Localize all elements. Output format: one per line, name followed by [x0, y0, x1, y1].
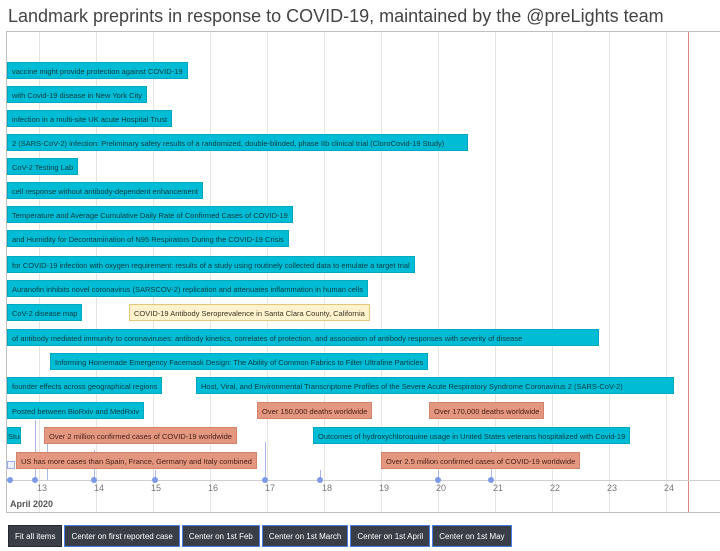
item-stem	[438, 470, 439, 480]
item-dot[interactable]	[91, 477, 97, 483]
item-dot[interactable]	[435, 477, 441, 483]
item-dot[interactable]	[32, 477, 38, 483]
timeline-item[interactable]: for COVID-19 infection with oxygen requi…	[7, 256, 415, 273]
axis-tick-label: 20	[436, 483, 447, 493]
item-stem	[155, 470, 156, 480]
milestone-item[interactable]: US has more cases than Spain, France, Ge…	[16, 452, 257, 469]
milestone-item[interactable]: Over 2 million confirmed cases of COVID-…	[44, 427, 237, 444]
item-point-marker[interactable]	[7, 461, 15, 469]
milestone-item[interactable]: Over 150,000 deaths worldwide	[257, 402, 373, 419]
axis-tick-label: 21	[493, 483, 504, 493]
center-1st-march-button[interactable]: Center on 1st March	[261, 525, 349, 547]
axis-tick-label: 18	[322, 483, 333, 493]
item-dot[interactable]	[7, 477, 13, 483]
axis-tick-label: 23	[607, 483, 618, 493]
timeline-controls: Fit all items Center on first reported c…	[8, 525, 512, 547]
axis-tick-label: 22	[550, 483, 561, 493]
timeline-item[interactable]: Posted between BioRxiv and MedRxiv	[7, 402, 145, 419]
timeline-item[interactable]: infection in a multi-site UK acute Hospi…	[7, 110, 173, 127]
axis-tick-label: 15	[151, 483, 162, 493]
gridline	[609, 32, 610, 512]
item-stem	[35, 420, 36, 480]
gridline	[438, 32, 439, 512]
axis-tick-label: 14	[94, 483, 105, 493]
item-dot[interactable]	[317, 477, 323, 483]
center-1st-may-button[interactable]: Center on 1st May	[432, 525, 512, 547]
item-dot[interactable]	[262, 477, 268, 483]
item-dot[interactable]	[152, 477, 158, 483]
timeline-item[interactable]: Study	[7, 427, 21, 444]
milestone-item[interactable]: Over 170,000 deaths worldwide	[429, 402, 545, 419]
axis-tick-label: 16	[208, 483, 219, 493]
page-title: Landmark preprints in response to COVID-…	[8, 6, 664, 26]
timeline-item[interactable]: Auranofin inhibits novel coronavirus (SA…	[7, 280, 369, 297]
timeline-item[interactable]: founder effects across geographical regi…	[7, 377, 163, 394]
timeline-item[interactable]: Host, Viral, and Environmental Transcrip…	[196, 377, 674, 394]
timeline-item[interactable]: and Humidity for Decontamination of N95 …	[7, 230, 289, 247]
axis-tick-label: 13	[37, 483, 48, 493]
timeline-item[interactable]: with Covid-19 disease in New York City	[7, 86, 148, 103]
gridline	[666, 32, 667, 512]
center-first-case-button[interactable]: Center on first reported case	[64, 525, 180, 547]
timeline-item[interactable]: cell response without antibody-dependent…	[7, 182, 203, 199]
axis-month-label: April 2020	[10, 499, 54, 509]
center-1st-april-button[interactable]: Center on 1st April	[350, 525, 431, 547]
timeline-item-selected[interactable]: COVID-19 Antibody Seroprevalence in Sant…	[129, 304, 370, 321]
item-stem	[265, 442, 266, 480]
gridline	[552, 32, 553, 512]
center-1st-feb-button[interactable]: Center on 1st Feb	[181, 525, 260, 547]
timeline-item[interactable]: Temperature and Average Cumulative Daily…	[7, 206, 293, 223]
timeline-panel[interactable]: vaccine might provide protection against…	[6, 31, 720, 513]
timeline-item[interactable]: of antibody mediated immunity to coronav…	[7, 329, 599, 346]
fit-all-items-button[interactable]: Fit all items	[8, 525, 63, 547]
axis-tick-label: 19	[379, 483, 390, 493]
timeline-item[interactable]: CoV-2 Testing Lab	[7, 158, 79, 175]
axis-tick-label: 17	[265, 483, 276, 493]
timeline-item[interactable]: Outcomes of hydroxychloroquine usage in …	[313, 427, 631, 444]
axis-tick-label: 24	[664, 483, 675, 493]
timeline-item[interactable]: CoV-2 disease map	[7, 304, 83, 321]
item-dot[interactable]	[488, 477, 494, 483]
timeline-item[interactable]: 2 (SARS-CoV-2) infection: Preliminary sa…	[7, 134, 468, 151]
timeline-item[interactable]: Informing Homemade Emergency Facemask De…	[50, 353, 429, 370]
time-axis	[7, 480, 720, 481]
timeline-item[interactable]: vaccine might provide protection against…	[7, 62, 188, 79]
gridline	[495, 32, 496, 512]
milestone-item[interactable]: Over 2.5 million confirmed cases of COVI…	[381, 452, 581, 469]
item-stem	[320, 470, 321, 480]
current-time-line	[688, 32, 689, 512]
